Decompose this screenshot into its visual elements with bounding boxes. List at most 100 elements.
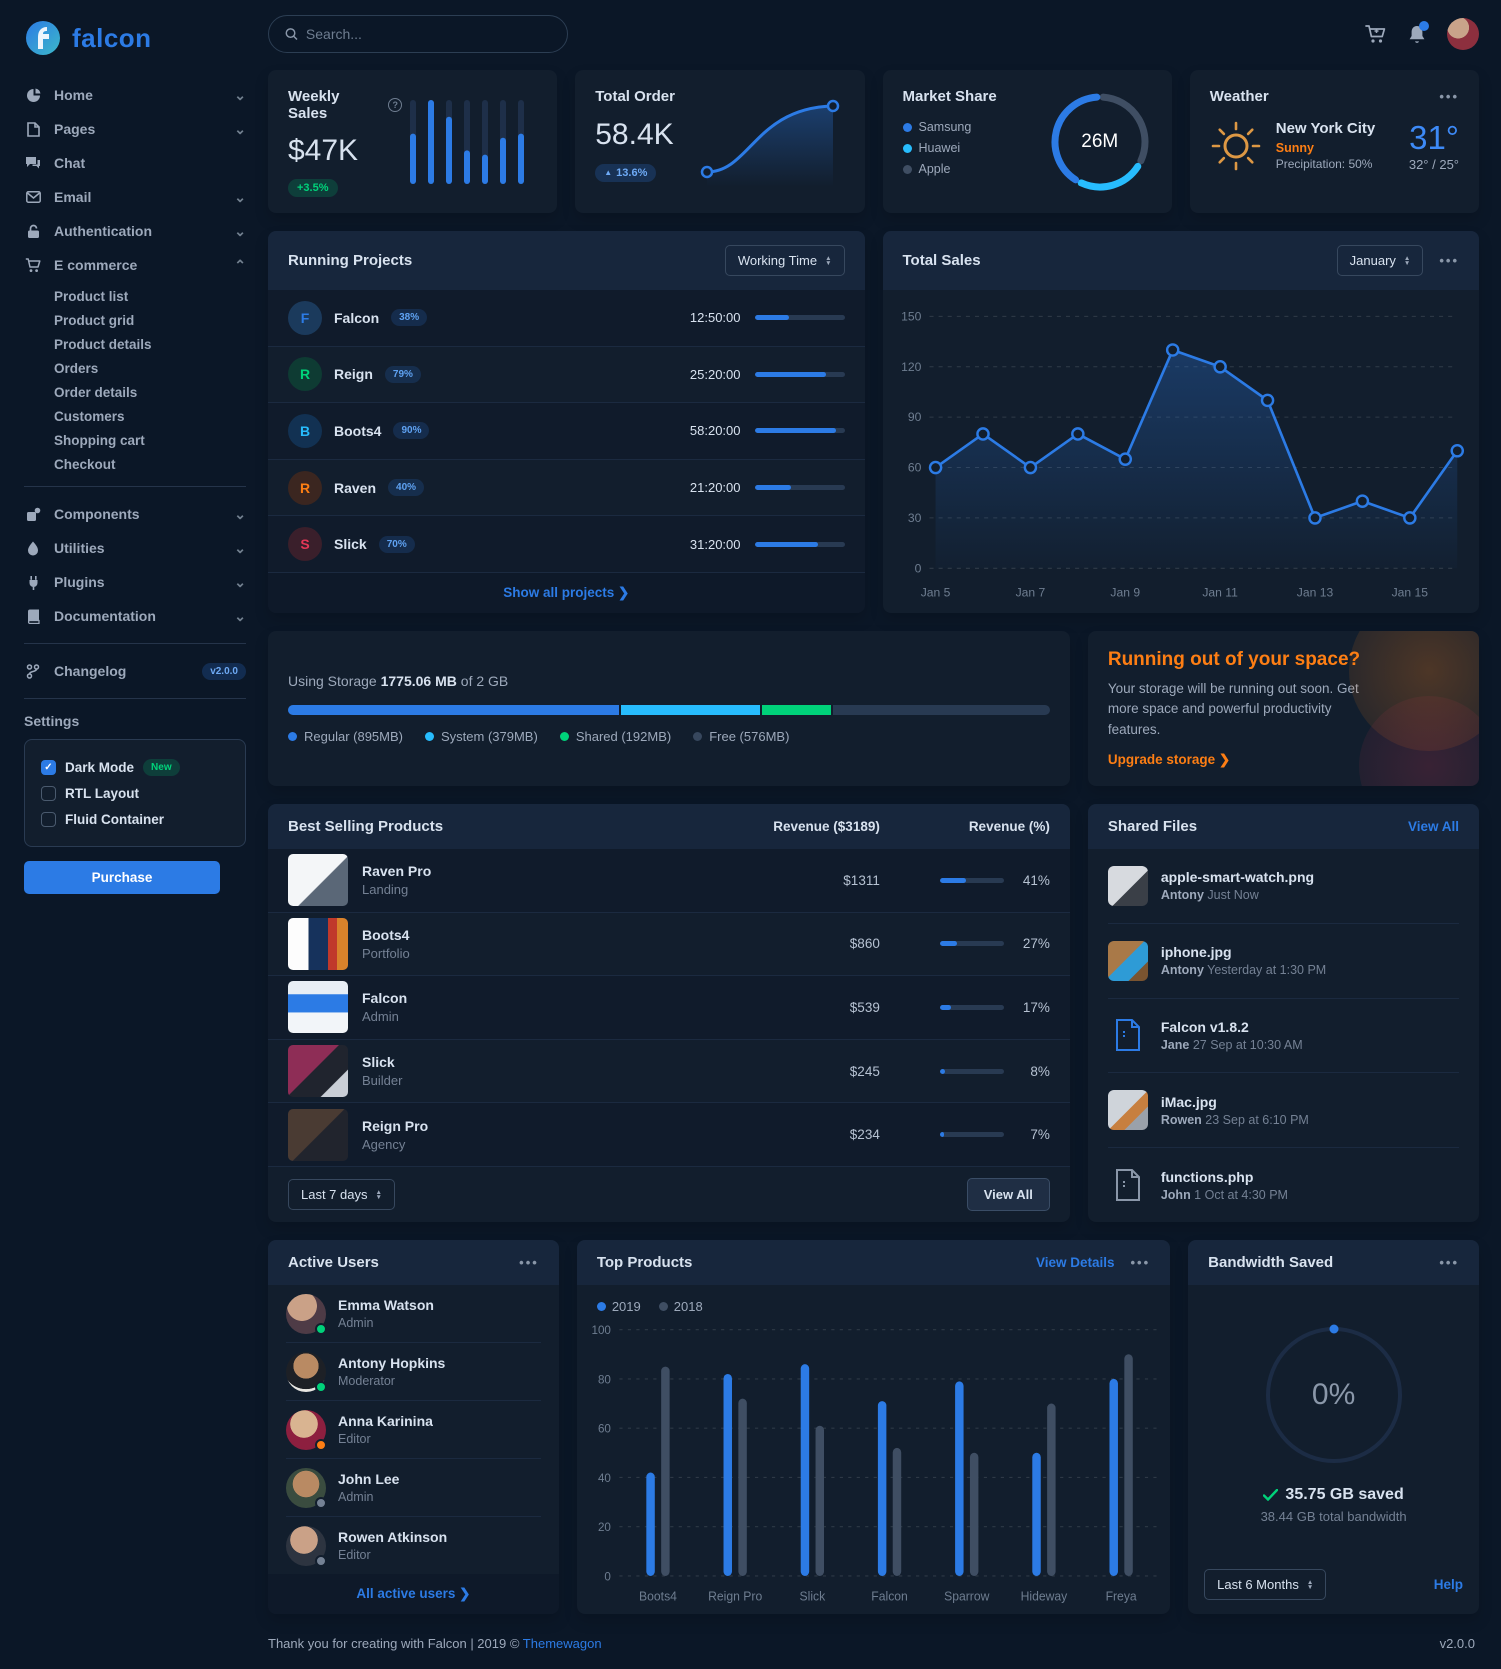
project-progress-group: 31:20:00: [690, 537, 845, 552]
sidebar: falcon Home ⌄ Pages ⌄ Chat Email ⌄ Authenticati…: [0, 0, 268, 1669]
top-products-menu-icon[interactable]: •••: [1130, 1255, 1151, 1270]
product-revenue-pct: 41%: [880, 873, 1050, 888]
sidebar-item-home[interactable]: Home ⌄: [24, 78, 246, 112]
sidebar-item-chat[interactable]: Chat: [24, 146, 246, 180]
market-share-card: Market Share Samsung Huawei Apple 26M: [882, 70, 1172, 213]
user-row: Rowen Atkinson Editor: [286, 1517, 541, 1574]
revenue-pct-label: 8%: [1030, 1063, 1050, 1079]
project-pct-badge: 40%: [388, 479, 425, 497]
submenu-item-shopping-cart[interactable]: Shopping cart: [54, 432, 145, 448]
sidebar-item-authentication[interactable]: Authentication ⌄: [24, 214, 246, 248]
weather-title: Weather: [1209, 88, 1269, 105]
svg-text:100: 100: [591, 1323, 611, 1337]
legend-item-2018: 2018: [658, 1299, 703, 1314]
search-box[interactable]: [268, 15, 568, 53]
notification-dot: [1419, 20, 1429, 31]
show-all-projects[interactable]: Show all projects ❯: [268, 573, 865, 613]
shared-files-view-all[interactable]: View All: [1407, 819, 1459, 834]
total-sales-card: Total Sales January ▲ ▼ ••• 0 30 60 90 120 150…: [882, 231, 1479, 613]
sidebar-item-pages[interactable]: Pages ⌄: [24, 112, 246, 146]
cart-icon[interactable]: [1365, 24, 1387, 44]
legend-label: 2019: [611, 1299, 641, 1314]
sidebar-item-changelog[interactable]: Changelog v2.0.0: [24, 654, 246, 688]
sidebar-item-plugins[interactable]: Plugins ⌄: [24, 565, 246, 599]
setting-option-rtl-layout[interactable]: RTL Layout: [41, 780, 229, 806]
user-name: Anna Karinina: [338, 1413, 433, 1429]
help-link[interactable]: Help: [1433, 1577, 1463, 1592]
sidebar-item-email[interactable]: Email ⌄: [24, 180, 246, 214]
sidebar-item-components[interactable]: Components ⌄: [24, 497, 246, 531]
changelog-label: Changelog: [54, 663, 127, 679]
divider: [24, 486, 246, 487]
active-users-menu-icon[interactable]: •••: [519, 1255, 539, 1270]
bell-icon[interactable]: [1407, 20, 1429, 45]
view-all-button[interactable]: View All: [966, 1178, 1050, 1211]
weather-menu-icon[interactable]: •••: [1439, 89, 1459, 104]
themewagon-link[interactable]: Themewagon: [522, 1636, 602, 1651]
project-time: 25:20:00: [689, 366, 741, 382]
sidebar-item-documentation[interactable]: Documentation ⌄: [24, 599, 246, 633]
search-input[interactable]: [305, 26, 551, 42]
total-order-curve: [700, 99, 839, 187]
sidebar-item-label: Utilities: [54, 540, 105, 556]
project-progress-bar: [754, 315, 845, 321]
setting-option-dark-mode[interactable]: ✓ Dark Mode New: [41, 754, 229, 780]
sidebar-item-label: Home: [54, 87, 93, 103]
bandwidth-menu-icon[interactable]: •••: [1439, 1255, 1459, 1270]
sidebar-item-utilities[interactable]: Utilities ⌄: [24, 531, 246, 565]
user-text: Emma Watson Admin: [338, 1297, 434, 1330]
bandwidth-card: Bandwidth Saved ••• 0% 35.75 GB saved 38…: [1188, 1240, 1479, 1614]
total-sales-chart: 0 30 60 90 120 150 Jan 5 Jan 7 Jan 9 Jan 11 Jan 13…: [901, 309, 1464, 600]
last-7-days-select[interactable]: Last 7 days ▲ ▼: [288, 1179, 395, 1210]
projects-list: F Falcon 38% 12:50:00 R Reign 79% 25:20:00 B Boot…: [268, 290, 865, 573]
product-thumbnail: [288, 854, 348, 907]
checkbox[interactable]: [41, 811, 56, 827]
svg-text:90: 90: [907, 410, 921, 424]
submenu-item-checkout[interactable]: Checkout: [54, 456, 116, 472]
purchase-button[interactable]: Purchase: [24, 861, 220, 894]
submenu-item-customers[interactable]: Customers: [54, 408, 125, 424]
user-avatar[interactable]: [1447, 18, 1479, 50]
project-progress-bar: [754, 485, 845, 491]
code-branch-icon: [24, 663, 42, 679]
product-text: Reign Pro Agency: [362, 1118, 428, 1152]
revenue-progress-bar: [939, 941, 1004, 947]
info-icon[interactable]: ?: [388, 98, 403, 112]
product-text: Falcon Admin: [362, 990, 407, 1024]
upgrade-storage-link[interactable]: Upgrade storage ❯: [1107, 751, 1231, 767]
svg-text:Jan 7: Jan 7: [1015, 586, 1045, 600]
sidebar-item-label: Chat: [54, 155, 86, 171]
user-text: Anna Karinina Editor: [338, 1413, 433, 1446]
submenu-item-product-list[interactable]: Product list: [54, 288, 129, 304]
checkbox[interactable]: [41, 785, 56, 801]
product-cell: Falcon Admin: [288, 981, 710, 1034]
file-meta: John 1 Oct at 4:30 PM: [1160, 1187, 1288, 1202]
checkbox[interactable]: ✓: [41, 759, 56, 775]
submenu-item-orders[interactable]: Orders: [54, 360, 99, 376]
submenu-item-product-details[interactable]: Product details: [54, 336, 152, 352]
legend-dot-samsung: [902, 122, 912, 132]
product-revenue: $539: [849, 999, 880, 1015]
setting-option-fluid-container[interactable]: Fluid Container: [41, 806, 229, 832]
view-details-link[interactable]: View Details: [1035, 1255, 1115, 1270]
project-progress-bar: [754, 371, 845, 377]
active-users-card: Active Users ••• Emma Watson Admin Antony …: [268, 1240, 559, 1614]
top-products-title: Top Products: [596, 1254, 693, 1271]
month-select[interactable]: January ▲ ▼: [1336, 245, 1424, 276]
product-name: Boots4: [362, 926, 410, 943]
sidebar-item-e-commerce[interactable]: E commerce ⌃: [24, 248, 246, 282]
user-text: Rowen Atkinson Editor: [338, 1529, 447, 1562]
submenu-item-order-details[interactable]: Order details: [54, 384, 138, 400]
brand-logo[interactable]: falcon: [24, 14, 246, 62]
working-time-select[interactable]: Working Time ▲ ▼: [724, 245, 845, 276]
legend-dot: [425, 732, 434, 741]
submenu-item-product-grid[interactable]: Product grid: [54, 312, 135, 328]
total-sales-menu-icon[interactable]: •••: [1439, 253, 1459, 268]
file-row: Falcon v1.8.2 Jane 27 Sep at 10:30 AM: [1107, 999, 1459, 1074]
file-row: functions.php John 1 Oct at 4:30 PM: [1108, 1148, 1459, 1222]
svg-text:0: 0: [914, 561, 921, 575]
file-meta: Antony Yesterday at 1:30 PM: [1160, 963, 1327, 978]
last-6-months-select[interactable]: Last 6 Months ▲ ▼: [1204, 1569, 1327, 1600]
all-active-users[interactable]: All active users ❯: [268, 1574, 559, 1614]
progress-fill: [754, 428, 836, 434]
